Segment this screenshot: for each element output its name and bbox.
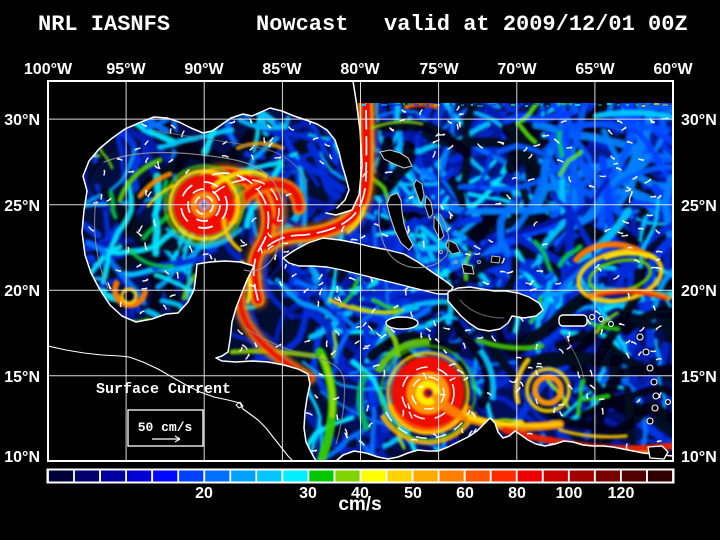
svg-text:10°N: 10°N xyxy=(4,449,40,466)
svg-text:120: 120 xyxy=(608,485,635,502)
svg-text:60: 60 xyxy=(456,485,474,502)
svg-text:65°W: 65°W xyxy=(575,61,615,78)
svg-text:95°W: 95°W xyxy=(106,61,146,78)
svg-text:25°N: 25°N xyxy=(4,198,40,215)
svg-text:50 cm/s: 50 cm/s xyxy=(138,420,193,435)
svg-text:30°N: 30°N xyxy=(4,112,40,129)
svg-text:15°N: 15°N xyxy=(681,369,717,386)
svg-text:90°W: 90°W xyxy=(184,61,224,78)
svg-text:100°W: 100°W xyxy=(24,61,73,78)
svg-text:30: 30 xyxy=(299,485,317,502)
svg-text:80°W: 80°W xyxy=(340,61,380,78)
svg-text:20°N: 20°N xyxy=(681,283,717,300)
svg-text:85°W: 85°W xyxy=(262,61,302,78)
svg-text:Surface Current: Surface Current xyxy=(96,381,231,398)
svg-text:75°W: 75°W xyxy=(419,61,459,78)
svg-text:100: 100 xyxy=(556,485,583,502)
svg-text:20°N: 20°N xyxy=(4,283,40,300)
svg-text:50: 50 xyxy=(404,485,422,502)
svg-text:NRL IASNFS: NRL IASNFS xyxy=(38,12,170,37)
svg-text:10°N: 10°N xyxy=(681,449,717,466)
svg-text:Nowcast: Nowcast xyxy=(256,12,348,37)
svg-text:30°N: 30°N xyxy=(681,112,717,129)
svg-text:cm/s: cm/s xyxy=(338,494,381,515)
svg-text:25°N: 25°N xyxy=(681,198,717,215)
svg-text:60°W: 60°W xyxy=(653,61,693,78)
svg-text:15°N: 15°N xyxy=(4,369,40,386)
svg-text:80: 80 xyxy=(508,485,526,502)
svg-text:valid at 2009/12/01 00Z: valid at 2009/12/01 00Z xyxy=(384,12,688,37)
svg-text:20: 20 xyxy=(195,485,213,502)
svg-text:40: 40 xyxy=(351,485,369,502)
svg-text:70°W: 70°W xyxy=(497,61,537,78)
